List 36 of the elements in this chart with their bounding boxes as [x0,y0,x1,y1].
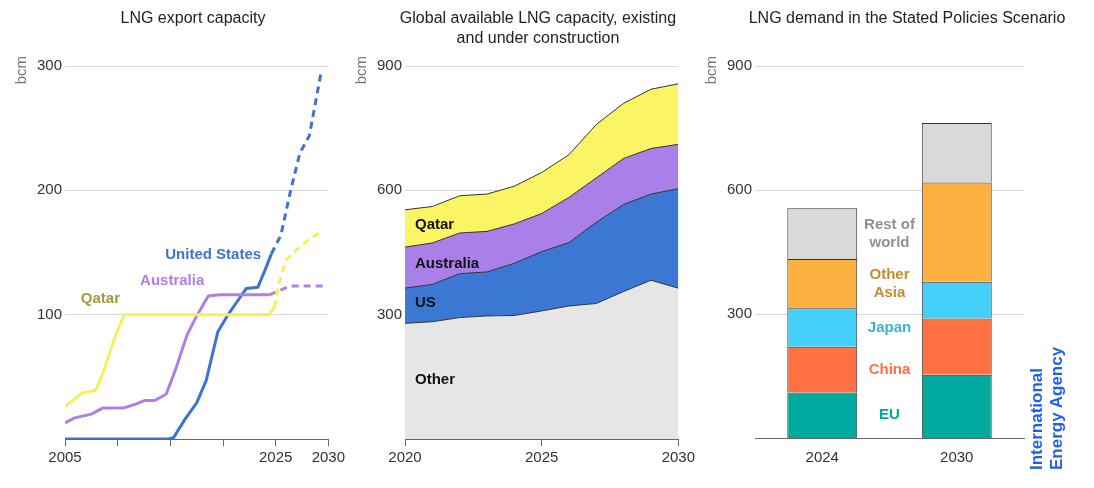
y-tick-label: 600 [727,180,753,198]
series-label: China [868,359,911,377]
series-label: United States [165,244,262,262]
y-tick-label: 900 [377,56,403,74]
x-tick-label: 2005 [48,448,82,466]
y-axis-title: bcm [702,56,720,85]
x-tick-label: 2030 [311,448,345,466]
series-label: Qatar [415,214,455,232]
y-tick-label: 900 [727,56,753,74]
y-axis-title: bcm [12,56,30,85]
text: International Energy Agency [1027,346,1066,470]
series-label: Australia [415,253,480,271]
x-tick-label: 2030 [940,448,974,466]
x-tick-label: 2020 [388,448,422,466]
y-tick-label: 300 [727,304,753,322]
series-label: EU [879,405,900,423]
series-label: Rest of world [864,214,916,250]
series-label: Qatar [80,289,121,307]
chart-title: Global available LNG capacity, existing and under construction [398,8,678,48]
x-tick-label: 2025 [524,448,559,466]
y-axis-title: bcm [352,56,370,85]
series-label: Other Asia [869,264,910,300]
chart-title: LNG export capacity [119,8,267,28]
series-label: Other [415,370,456,388]
x-tick-label: 2025 [258,448,293,466]
series-label: Japan [867,317,912,335]
series-label: Australia [140,270,205,288]
x-tick-label: 2024 [805,448,839,466]
y-tick-label: 300 [37,56,63,74]
y-tick-label: 600 [377,180,403,198]
y-tick-label: 200 [37,180,63,198]
y-tick-label: 100 [37,304,63,322]
series-label: US [415,293,436,311]
chart-title: LNG demand in the Stated Policies Scenario [748,8,1066,28]
y-tick-label: 300 [377,304,403,322]
x-tick-label: 2030 [661,448,695,466]
